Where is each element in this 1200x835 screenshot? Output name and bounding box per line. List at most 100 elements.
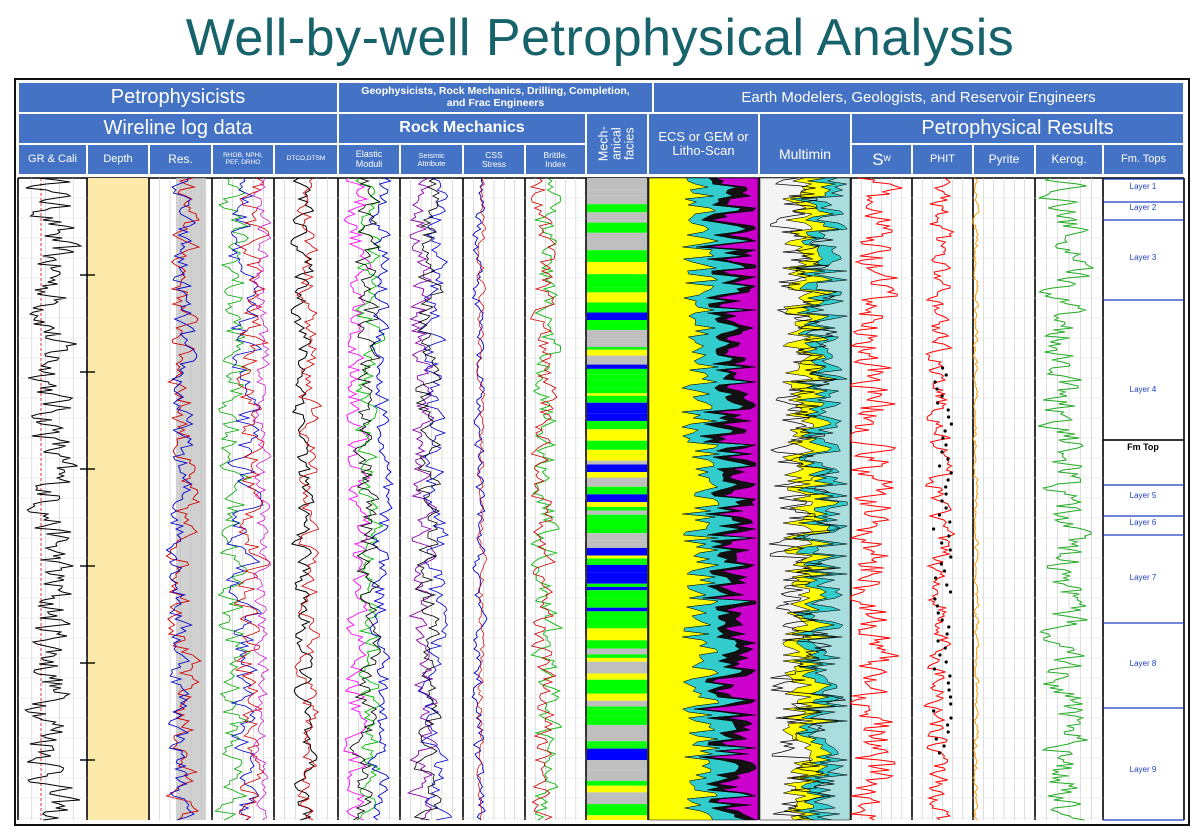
- core-porosity-point: [936, 611, 940, 615]
- facies-band: [587, 748, 647, 761]
- facies-band: [587, 349, 647, 356]
- facies-band: [587, 212, 647, 221]
- core-porosity-point: [944, 485, 948, 489]
- facies-band: [587, 472, 647, 478]
- core-porosity-point: [949, 422, 954, 426]
- facies-band: [587, 684, 647, 694]
- facies-band: [587, 312, 647, 321]
- core-porosity-point: [949, 716, 953, 720]
- core-porosity-point: [940, 394, 944, 398]
- core-porosity-point: [948, 548, 952, 552]
- facies-band: [587, 368, 647, 375]
- track-header-fm-tops: Fm. Tops: [1103, 144, 1184, 175]
- facies-band: [587, 709, 647, 716]
- core-porosity-point: [935, 604, 940, 608]
- drho-curve: [252, 177, 272, 821]
- facies-band: [587, 743, 647, 746]
- facies-band: [587, 706, 647, 710]
- facies-band: [587, 564, 647, 573]
- formation-label: Layer 2: [1130, 203, 1157, 212]
- core-porosity-point: [949, 471, 953, 475]
- facies-band: [587, 347, 647, 350]
- facies-band: [587, 380, 647, 389]
- formation-label: Layer 1: [1130, 182, 1157, 191]
- facies-band: [587, 607, 647, 612]
- facies-band: [587, 788, 647, 793]
- brittleness-curve: [529, 177, 564, 821]
- facies-band: [587, 815, 647, 820]
- rhob-curve: [214, 177, 253, 821]
- phit-curve: [922, 177, 956, 821]
- core-porosity-point: [938, 464, 942, 468]
- facies-band: [587, 510, 647, 515]
- formation-label: Layer 3: [1130, 253, 1157, 262]
- facies-band: [587, 195, 647, 205]
- facies-band: [587, 657, 647, 662]
- css-stress-curve: [471, 177, 488, 821]
- facies-band: [587, 464, 647, 473]
- facies-band: [587, 617, 647, 629]
- track-header-seismic-attribute: Seismic Attribute: [400, 144, 463, 175]
- core-porosity-point: [940, 450, 944, 454]
- core-porosity-point: [944, 492, 948, 496]
- core-porosity-point: [938, 653, 942, 657]
- facies-band: [587, 429, 647, 441]
- core-porosity-point: [948, 590, 953, 594]
- facies-band: [587, 440, 647, 450]
- facies-band: [587, 780, 647, 786]
- track-header-depth: Depth: [87, 144, 149, 175]
- core-porosity-point: [944, 660, 948, 664]
- core-porosity-point: [932, 709, 936, 713]
- core-porosity-point: [948, 695, 953, 699]
- facies-band: [587, 724, 647, 734]
- res-shallow-curve: [165, 177, 198, 821]
- core-porosity-point: [941, 366, 945, 370]
- core-porosity-point: [940, 541, 944, 545]
- core-porosity-point: [936, 639, 940, 643]
- core-porosity-point: [947, 688, 951, 692]
- core-porosity-point: [944, 443, 948, 447]
- core-porosity-point: [946, 681, 951, 685]
- facies-band: [587, 204, 647, 213]
- facies-band: [587, 572, 647, 584]
- core-porosity-point: [943, 429, 947, 433]
- depth-track-fill: [88, 178, 148, 820]
- sw-label: S: [872, 149, 884, 169]
- facies-band: [587, 598, 647, 608]
- log-panel: Petrophysicists Geophysicists, Rock Mech…: [14, 78, 1190, 826]
- core-porosity-point: [948, 520, 952, 524]
- core-porosity-point: [939, 562, 943, 566]
- core-porosity-point: [936, 401, 940, 405]
- gamma-ray-curve: [24, 177, 83, 821]
- seismic-attr-curve-3: [413, 177, 444, 821]
- core-porosity-point: [937, 513, 942, 517]
- facies-band: [587, 540, 647, 548]
- core-porosity-point: [949, 555, 953, 559]
- facies-band: [587, 274, 647, 278]
- formation-label: Layer 9: [1130, 765, 1157, 774]
- track-header-kerogen: Kerog.: [1035, 144, 1103, 175]
- facies-band: [587, 395, 647, 403]
- brittleness-curve-2: [529, 177, 558, 821]
- facies-band: [587, 420, 647, 430]
- facies-band: [587, 320, 647, 330]
- facies-band: [587, 261, 647, 268]
- facies-band: [587, 341, 647, 344]
- track-header-pyrite: Pyrite: [973, 144, 1035, 175]
- facies-band: [587, 673, 647, 680]
- facies-band: [587, 785, 647, 789]
- core-porosity-point: [935, 387, 939, 391]
- subgroup-ecs-gem-lithoscan: ECS or GEM or Litho-Scan: [648, 113, 759, 175]
- sw-subscript: w: [883, 153, 891, 165]
- core-porosity-point: [940, 618, 944, 622]
- core-porosity-point: [934, 737, 938, 741]
- core-porosity-point: [947, 625, 951, 629]
- facies-band: [587, 514, 647, 527]
- facies-band: [587, 661, 647, 674]
- formation-label: Fm Top: [1127, 442, 1159, 452]
- facies-band: [587, 506, 647, 511]
- facies-band: [587, 741, 647, 744]
- facies-band: [587, 654, 647, 658]
- group-petrophysicists: Petrophysicists: [18, 82, 338, 113]
- facies-band: [587, 402, 647, 414]
